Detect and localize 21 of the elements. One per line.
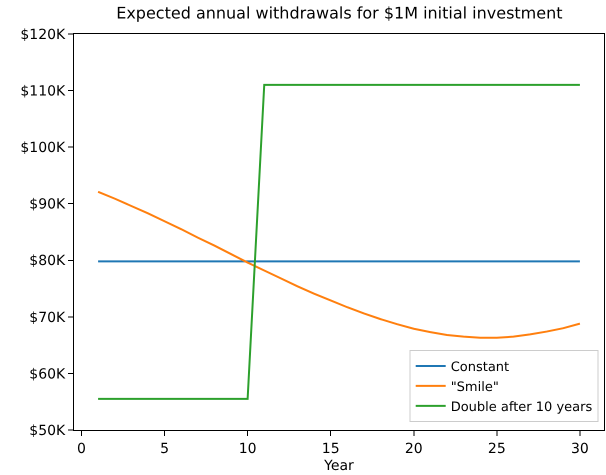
x-tick-label: 30 (570, 440, 589, 457)
x-tick-label: 10 (238, 440, 257, 457)
legend-label: Constant (450, 360, 510, 376)
x-tick-label: 20 (404, 440, 423, 457)
chart-title: Expected annual withdrawals for $1M initial investment (116, 3, 563, 22)
x-tick-label: 15 (322, 440, 340, 457)
y-tick-label: $70K (29, 310, 66, 326)
y-tick-label: $60K (29, 366, 66, 382)
y-tick-label: $120K (20, 26, 66, 43)
y-tick-label: $100K (20, 140, 66, 156)
line-series (97, 190, 581, 339)
legend-label: "Smile" (450, 380, 499, 395)
x-tick-label: 5 (160, 440, 170, 457)
y-tick-label: $110K (20, 83, 66, 100)
x-tick-label: 25 (488, 440, 506, 457)
y-tick-label: $80K (29, 253, 66, 270)
x-axis-title: Year (323, 458, 354, 474)
y-tick-label: $90K (29, 196, 66, 213)
legend-label: Double after 10 years (450, 400, 592, 415)
x-tick-label: 0 (77, 440, 86, 457)
y-tick-label: $50K (29, 422, 66, 439)
